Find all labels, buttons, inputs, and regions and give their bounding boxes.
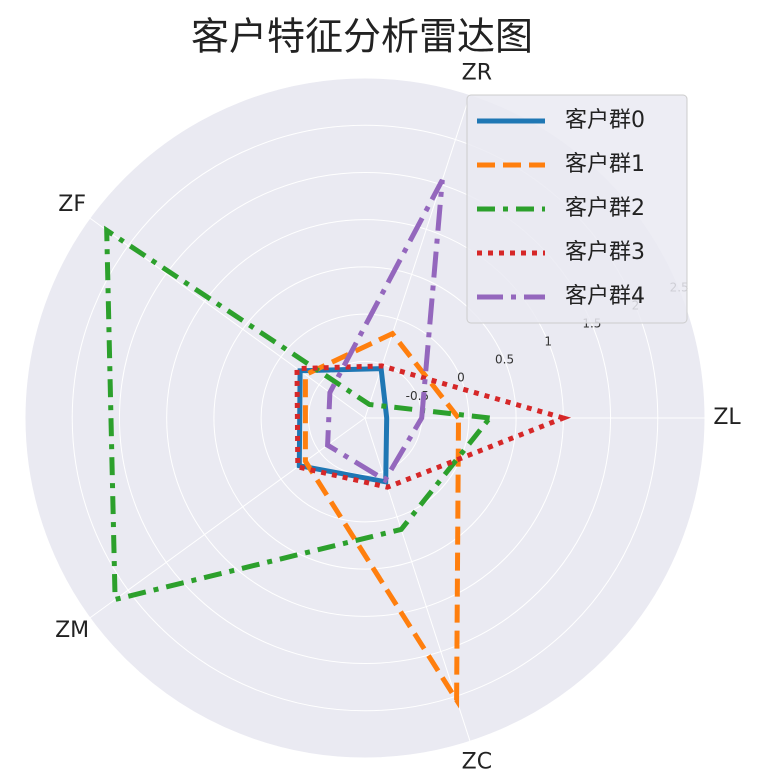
radial-tick-label: 0 <box>457 371 465 385</box>
legend-box <box>466 94 688 324</box>
legend-label: 客户群1 <box>565 152 645 177</box>
series-line <box>302 330 462 709</box>
category-label: ZL <box>713 405 741 430</box>
spoke <box>364 417 471 742</box>
legend-label: 客户群3 <box>565 240 645 265</box>
series-line <box>294 363 572 490</box>
category-label: ZM <box>55 618 89 643</box>
radial-tick-label: 1 <box>544 335 552 349</box>
legend-label: 客户群0 <box>565 108 645 133</box>
series-line <box>325 178 445 484</box>
legend-label: 客户群2 <box>565 196 645 221</box>
chart-title: 客户特征分析雷达图 <box>191 15 533 59</box>
legend-label: 客户群4 <box>565 284 645 309</box>
spoke <box>89 417 366 619</box>
category-label: ZF <box>58 192 86 217</box>
category-label: ZC <box>462 749 492 774</box>
radial-tick-label: 0.5 <box>495 353 514 367</box>
category-label: ZR <box>462 61 492 86</box>
